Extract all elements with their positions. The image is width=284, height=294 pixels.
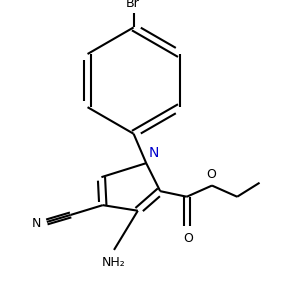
Text: O: O <box>206 168 216 181</box>
Text: N: N <box>31 217 41 230</box>
Text: NH₂: NH₂ <box>102 256 126 269</box>
Text: Br: Br <box>125 0 139 10</box>
Text: N: N <box>149 146 159 160</box>
Text: O: O <box>183 232 193 245</box>
